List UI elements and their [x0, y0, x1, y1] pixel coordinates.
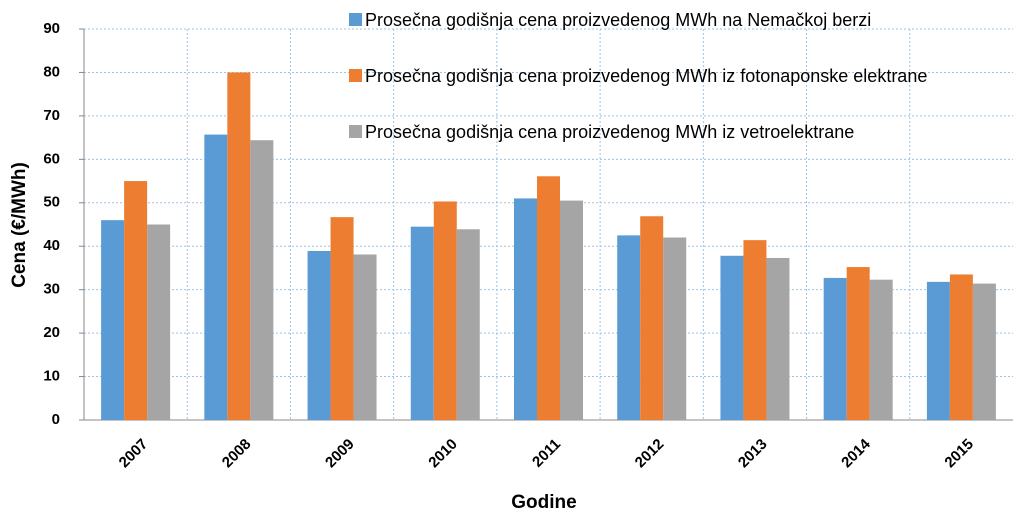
bar — [743, 240, 767, 420]
x-tick-label: 2012 — [632, 436, 668, 472]
bar — [560, 200, 583, 420]
bar — [101, 220, 125, 420]
x-tick-label: 2014 — [838, 435, 874, 471]
y-tick-label: 0 — [52, 411, 60, 428]
y-tick-label: 30 — [43, 281, 60, 298]
x-tick-label: 2007 — [116, 436, 152, 472]
legend-label: Prosečna godišnja cena proizvedenog MWh … — [365, 66, 928, 86]
bar — [330, 217, 354, 420]
bar — [250, 140, 274, 420]
bar — [410, 226, 434, 420]
bar — [846, 267, 870, 420]
y-tick-label: 70 — [43, 107, 60, 124]
legend-entry: Prosečna godišnja cena proizvedenog MWh … — [365, 122, 855, 142]
bar — [926, 281, 950, 420]
x-tick-label: 2015 — [941, 436, 977, 472]
legend-swatch — [349, 13, 362, 26]
legend-swatch — [349, 125, 362, 138]
bar — [124, 181, 148, 420]
bar — [514, 198, 537, 420]
bar — [720, 255, 744, 420]
x-tick-label: 2013 — [735, 436, 771, 472]
bar — [433, 201, 457, 420]
x-tick-label: 2011 — [529, 436, 564, 471]
y-tick-label: 10 — [43, 368, 60, 385]
y-tick-label: 20 — [43, 324, 60, 341]
bar — [766, 257, 790, 420]
y-tick-label: 80 — [43, 63, 60, 80]
bar — [869, 279, 893, 420]
legend-entry: Prosečna godišnja cena proizvedenog MWh … — [365, 10, 872, 30]
x-tick-label: 2009 — [322, 436, 358, 472]
bar — [617, 235, 641, 420]
bar — [227, 72, 251, 420]
legend-entry: Prosečna godišnja cena proizvedenog MWh … — [365, 66, 928, 86]
bar — [972, 283, 996, 420]
x-tick-label: 2008 — [219, 436, 255, 472]
bar — [640, 216, 664, 420]
bar — [537, 176, 560, 420]
bar — [949, 274, 973, 420]
bar — [823, 277, 847, 420]
legend-swatch — [349, 69, 362, 82]
bar — [147, 224, 171, 420]
bar — [353, 254, 377, 420]
bar — [307, 251, 331, 420]
legend-label: Prosečna godišnja cena proizvedenog MWh … — [365, 10, 872, 30]
y-tick-label: 50 — [43, 194, 60, 211]
x-axis-label: Godine — [511, 492, 576, 513]
bar — [204, 134, 228, 420]
y-axis-label: Cena (€/MWh) — [9, 162, 30, 288]
y-tick-label: 60 — [43, 150, 60, 167]
bar — [456, 229, 480, 420]
bar — [663, 237, 687, 420]
y-tick-label: 90 — [43, 20, 60, 37]
y-tick-label: 40 — [43, 237, 60, 254]
x-tick-label: 2010 — [425, 436, 461, 472]
legend-label: Prosečna godišnja cena proizvedenog MWh … — [365, 122, 855, 142]
